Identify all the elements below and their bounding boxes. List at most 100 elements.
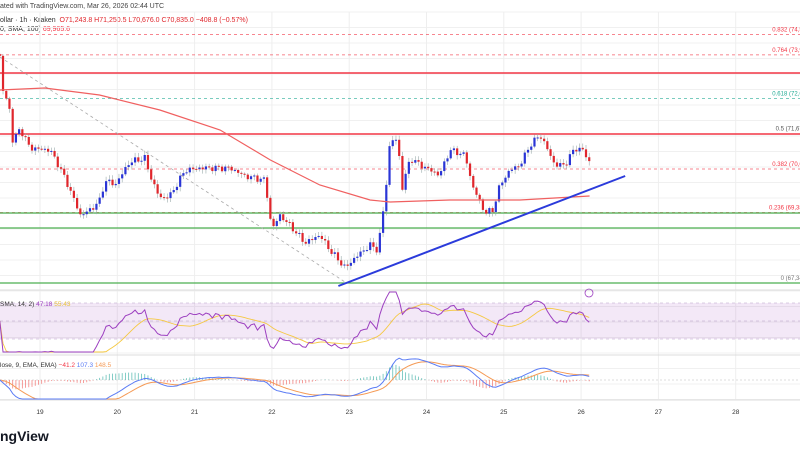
rsi-ma-line — [0, 303, 590, 353]
candle-up — [501, 182, 504, 186]
candle-down — [456, 148, 459, 156]
tradingview-logo[interactable]: ngView — [0, 428, 49, 444]
candle-up — [253, 175, 256, 177]
candle-up — [352, 257, 356, 263]
candle-down — [288, 221, 291, 223]
candle-up — [443, 161, 446, 172]
candle-up — [34, 147, 37, 151]
candle-down — [8, 98, 11, 109]
candle-up — [317, 235, 320, 238]
candle-down — [375, 246, 378, 253]
x-axis: 19 20 21 22 23 24 25 26 27 28 — [36, 409, 739, 416]
candle-up — [85, 211, 88, 215]
rsi-label[interactable]: SMA, 14, 2) — [0, 301, 35, 308]
candle-down — [72, 190, 75, 198]
alert-icon — [584, 288, 594, 298]
macd-label[interactable]: lose, 9, EMA, EMA) — [0, 362, 57, 369]
candle-down — [549, 149, 552, 156]
candle-down — [430, 168, 433, 172]
candle-down — [53, 150, 56, 157]
candle-up — [488, 208, 491, 214]
candle-up — [278, 214, 282, 222]
candle-up — [369, 242, 372, 251]
indicators — [0, 87, 800, 400]
candle-up — [172, 190, 175, 193]
candle-up — [233, 169, 237, 171]
candle-down — [27, 136, 30, 145]
candle-up — [18, 129, 21, 135]
x-tick-label: 22 — [268, 409, 276, 416]
fib-level-label: 0.832 (74,54 — [772, 28, 800, 34]
candle-down — [21, 129, 24, 137]
candle-up — [114, 183, 117, 186]
candle-down — [220, 166, 224, 172]
symbol-name[interactable]: ollar · 1h · Kraken — [0, 17, 56, 24]
candle-down — [1, 55, 5, 91]
x-tick-label: 24 — [423, 409, 431, 416]
sma-label[interactable]: 0, SMA, 100) — [0, 26, 41, 33]
macd-legend: lose, 9, EMA, EMA) −41.2 107.3 148.5 — [0, 362, 111, 369]
candle-down — [417, 160, 420, 162]
candle-down — [398, 139, 401, 157]
candle-down — [481, 199, 485, 210]
candle-down — [565, 164, 568, 166]
candle-down — [243, 173, 246, 175]
candle-down — [195, 168, 198, 170]
candle-up — [204, 166, 208, 170]
candle-up — [104, 181, 108, 192]
candle-down — [436, 171, 439, 176]
candle-up — [378, 232, 381, 253]
candle-up — [275, 221, 278, 227]
candle-up — [381, 211, 385, 233]
candle-up — [98, 197, 101, 204]
candle-down — [191, 167, 195, 169]
candle-down — [150, 169, 153, 180]
candle-down — [304, 241, 307, 244]
candle-down — [11, 108, 14, 143]
macd-value: 107.3 — [76, 362, 94, 369]
candle-down — [485, 209, 488, 214]
candles — [0, 52, 591, 271]
candle-up — [188, 167, 191, 173]
candle-down — [478, 194, 481, 200]
candle-up — [143, 154, 146, 161]
candle-up — [333, 252, 336, 254]
fib-level-label: 0.5 (71,670 — [776, 127, 800, 133]
candle-down — [5, 90, 8, 99]
candle-up — [530, 146, 533, 150]
candle-up — [259, 178, 262, 182]
candle-up — [446, 158, 449, 162]
candle-down — [465, 152, 468, 164]
candle-down — [47, 148, 50, 152]
candle-down — [543, 138, 546, 142]
candle-up — [249, 176, 253, 180]
x-tick-label: 20 — [114, 409, 122, 416]
candle-down — [420, 161, 423, 169]
candle-down — [137, 157, 140, 162]
watermark-text: ated with TradingView.com, Mar 26, 2026 … — [0, 3, 165, 10]
candle-up — [117, 178, 121, 184]
candle-down — [552, 155, 555, 163]
candle-up — [175, 186, 179, 191]
x-tick-label: 28 — [732, 409, 740, 416]
candle-up — [179, 175, 182, 187]
candle-down — [282, 214, 285, 221]
candle-down — [76, 197, 79, 209]
candle-down — [555, 162, 559, 167]
candle-down — [346, 264, 349, 266]
candle-down — [433, 171, 436, 173]
candle-down — [201, 167, 204, 170]
candle-down — [491, 208, 494, 213]
candle-down — [37, 147, 40, 149]
rsi-legend: SMA, 14, 2) 47.18 55.43 — [0, 301, 71, 308]
candle-down — [237, 169, 240, 173]
macd-hist-value: −41.2 — [58, 362, 75, 369]
candle-down — [285, 220, 288, 222]
macd-signal-value: 148.5 — [94, 362, 112, 369]
candle-up — [365, 250, 369, 252]
sma-legend: 0, SMA, 100) 69,965.6 — [0, 26, 70, 33]
candle-down — [30, 144, 34, 151]
candle-up — [385, 184, 388, 212]
candle-down — [272, 218, 275, 227]
